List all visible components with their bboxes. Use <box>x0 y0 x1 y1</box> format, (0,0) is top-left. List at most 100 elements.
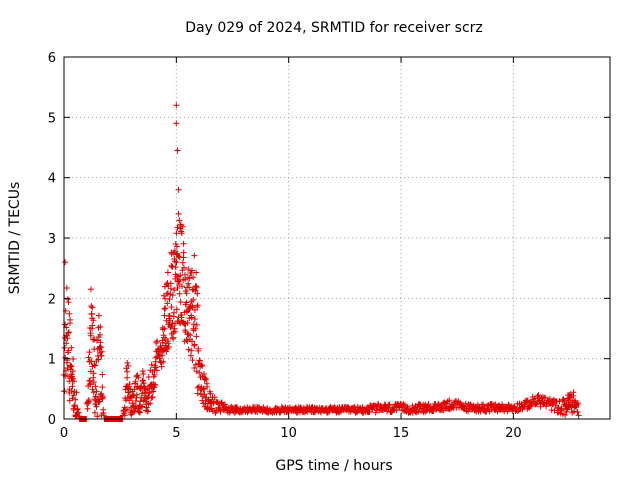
data-point <box>125 363 132 369</box>
data-point <box>189 338 195 345</box>
data-point <box>416 401 423 407</box>
data-point <box>185 266 192 273</box>
data-point <box>68 363 75 370</box>
data-point <box>203 376 210 383</box>
data-point <box>92 383 99 390</box>
data-point <box>172 264 179 271</box>
data-point <box>152 382 159 388</box>
data-point <box>73 389 80 396</box>
data-point <box>194 390 201 397</box>
data-point <box>124 374 131 381</box>
data-point <box>95 312 102 319</box>
data-point <box>168 304 175 310</box>
data-point <box>158 363 165 370</box>
data-point <box>87 332 94 339</box>
data-point <box>100 412 107 419</box>
data-point <box>187 352 194 359</box>
x-axis-label: GPS time / hours <box>275 458 392 474</box>
data-point <box>191 365 198 371</box>
x-tick-label: 10 <box>280 426 297 441</box>
y-tick-label: 0 <box>48 413 56 428</box>
data-point <box>61 388 68 395</box>
data-point <box>61 344 68 351</box>
y-tick-label: 5 <box>48 111 56 126</box>
data-point <box>152 354 159 361</box>
data-point <box>71 378 77 385</box>
data-point <box>558 405 565 412</box>
data-point <box>62 321 69 328</box>
data-point <box>190 274 197 281</box>
data-point <box>68 388 75 394</box>
data-point <box>446 397 453 404</box>
data-point <box>94 337 101 344</box>
data-point <box>186 284 193 291</box>
data-point <box>151 371 158 378</box>
data-point <box>65 330 72 336</box>
data-point <box>194 290 201 297</box>
data-point <box>161 306 168 312</box>
data-point <box>91 362 98 368</box>
y-axis-ticks: 0 1 2 3 4 5 6 <box>48 51 610 428</box>
data-point <box>85 397 92 403</box>
y-tick-label: 2 <box>48 292 56 307</box>
data-point <box>93 403 100 410</box>
data-point <box>186 275 193 282</box>
data-point <box>165 340 172 347</box>
data-point <box>195 347 202 354</box>
data-point <box>153 367 160 374</box>
data-point <box>162 305 169 312</box>
data-point <box>99 384 106 391</box>
data-point <box>404 403 411 410</box>
data-point <box>148 361 155 368</box>
data-point <box>72 396 79 403</box>
data-point <box>147 400 154 407</box>
data-point <box>167 324 174 331</box>
data-point <box>564 406 571 413</box>
data-point <box>169 320 176 326</box>
data-point <box>99 371 106 378</box>
data-point <box>132 378 139 385</box>
data-point <box>89 304 96 311</box>
data-point <box>165 344 172 350</box>
data-point <box>176 217 183 224</box>
data-point <box>465 408 471 415</box>
data-point <box>89 386 96 393</box>
data-point <box>201 391 208 398</box>
data-point <box>196 357 203 364</box>
data-point <box>188 314 195 321</box>
data-point <box>179 259 186 266</box>
data-point <box>144 408 151 415</box>
data-point <box>570 389 577 396</box>
data-point <box>140 377 147 384</box>
data-point <box>71 402 78 409</box>
data-point <box>95 356 102 363</box>
data-point <box>152 364 159 371</box>
data-point <box>422 401 429 408</box>
data-point <box>97 344 104 351</box>
y-tick-label: 1 <box>48 353 56 368</box>
data-point <box>178 312 185 319</box>
data-point <box>400 401 407 408</box>
data-point <box>91 336 98 343</box>
data-point <box>173 230 180 237</box>
data-point <box>193 333 200 340</box>
data-point <box>69 368 76 375</box>
data-point <box>181 264 187 271</box>
data-point <box>144 395 150 402</box>
data-point <box>68 344 75 351</box>
data-point <box>198 361 205 368</box>
data-point <box>189 267 195 274</box>
x-tick-label: 20 <box>505 426 522 441</box>
y-axis-label: SRMTID / TECUs <box>7 182 23 295</box>
data-point <box>183 299 190 306</box>
data-point <box>171 309 177 316</box>
data-point <box>70 356 77 362</box>
data-point <box>97 331 104 338</box>
data-point <box>174 285 181 291</box>
data-point <box>182 276 189 283</box>
data-point <box>133 391 140 398</box>
data-point <box>154 338 161 345</box>
data-point <box>180 249 187 256</box>
data-point <box>176 290 183 297</box>
